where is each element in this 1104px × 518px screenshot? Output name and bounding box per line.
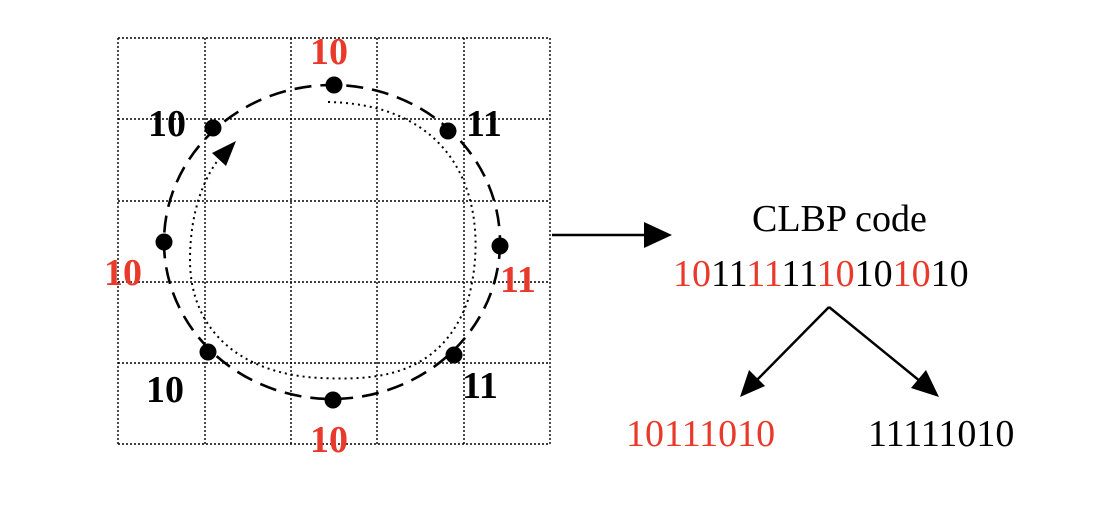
code-segment: 10 <box>855 253 893 295</box>
sample-point <box>325 76 343 94</box>
neighbor-label-top: 10 <box>310 31 348 73</box>
sample-point <box>155 233 173 251</box>
split-arrow-right <box>828 306 927 387</box>
sample-point <box>199 343 217 361</box>
code-title: CLBP code <box>752 198 927 240</box>
sample-point <box>324 391 342 409</box>
code-segment: 10 <box>817 253 855 295</box>
neighbor-label-bottom-right: 11 <box>462 365 498 407</box>
output-code-right: 11111010 <box>868 413 1014 455</box>
neighbor-labels: 10 10 11 10 11 10 10 11 <box>104 31 536 461</box>
split-arrowhead-left <box>740 370 765 397</box>
neighbor-label-top-right: 11 <box>466 103 502 145</box>
code-bits: 1011111110101010 <box>673 253 969 295</box>
pixel-grid <box>117 37 551 445</box>
neighbor-label-bottom-left: 10 <box>146 369 184 411</box>
split-arrow-left <box>751 306 830 386</box>
sample-point <box>445 346 463 364</box>
code-segment: 10 <box>893 253 931 295</box>
sample-point <box>204 119 222 137</box>
sample-points <box>155 76 509 409</box>
neighbor-label-left: 10 <box>104 252 142 294</box>
output-code-left: 10111010 <box>626 413 775 455</box>
direction-arrowhead <box>212 141 236 166</box>
direction-arc <box>188 101 477 380</box>
sample-point <box>439 122 457 140</box>
code-segment: 11 <box>746 253 781 295</box>
neighbor-label-top-left: 10 <box>148 103 186 145</box>
code-segment: 11 <box>781 253 816 295</box>
to-code-arrowhead <box>644 222 672 248</box>
sample-point <box>491 237 509 255</box>
code-segment: 11 <box>711 253 746 295</box>
split-arrowhead-right <box>911 370 939 397</box>
code-segment: 10 <box>673 253 711 295</box>
neighbor-label-right: 11 <box>500 259 536 301</box>
code-segment: 10 <box>931 253 969 295</box>
neighbor-label-bottom: 10 <box>310 419 348 461</box>
